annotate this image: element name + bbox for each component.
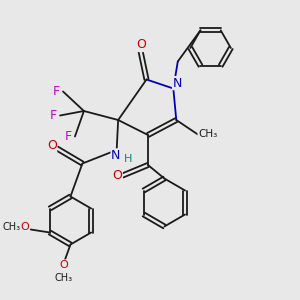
Text: F: F: [53, 85, 60, 98]
Text: CH₃: CH₃: [55, 273, 73, 283]
Text: O: O: [20, 221, 29, 232]
Text: O: O: [59, 260, 68, 270]
Text: O: O: [47, 139, 57, 152]
Text: F: F: [50, 109, 57, 122]
Text: O: O: [136, 38, 146, 52]
Text: CH₃: CH₃: [198, 129, 217, 140]
Text: CH₃: CH₃: [2, 222, 20, 232]
Text: N: N: [172, 76, 182, 90]
Text: F: F: [65, 130, 72, 143]
Text: H: H: [124, 154, 132, 164]
Text: O: O: [112, 169, 122, 182]
Text: N: N: [111, 149, 121, 162]
